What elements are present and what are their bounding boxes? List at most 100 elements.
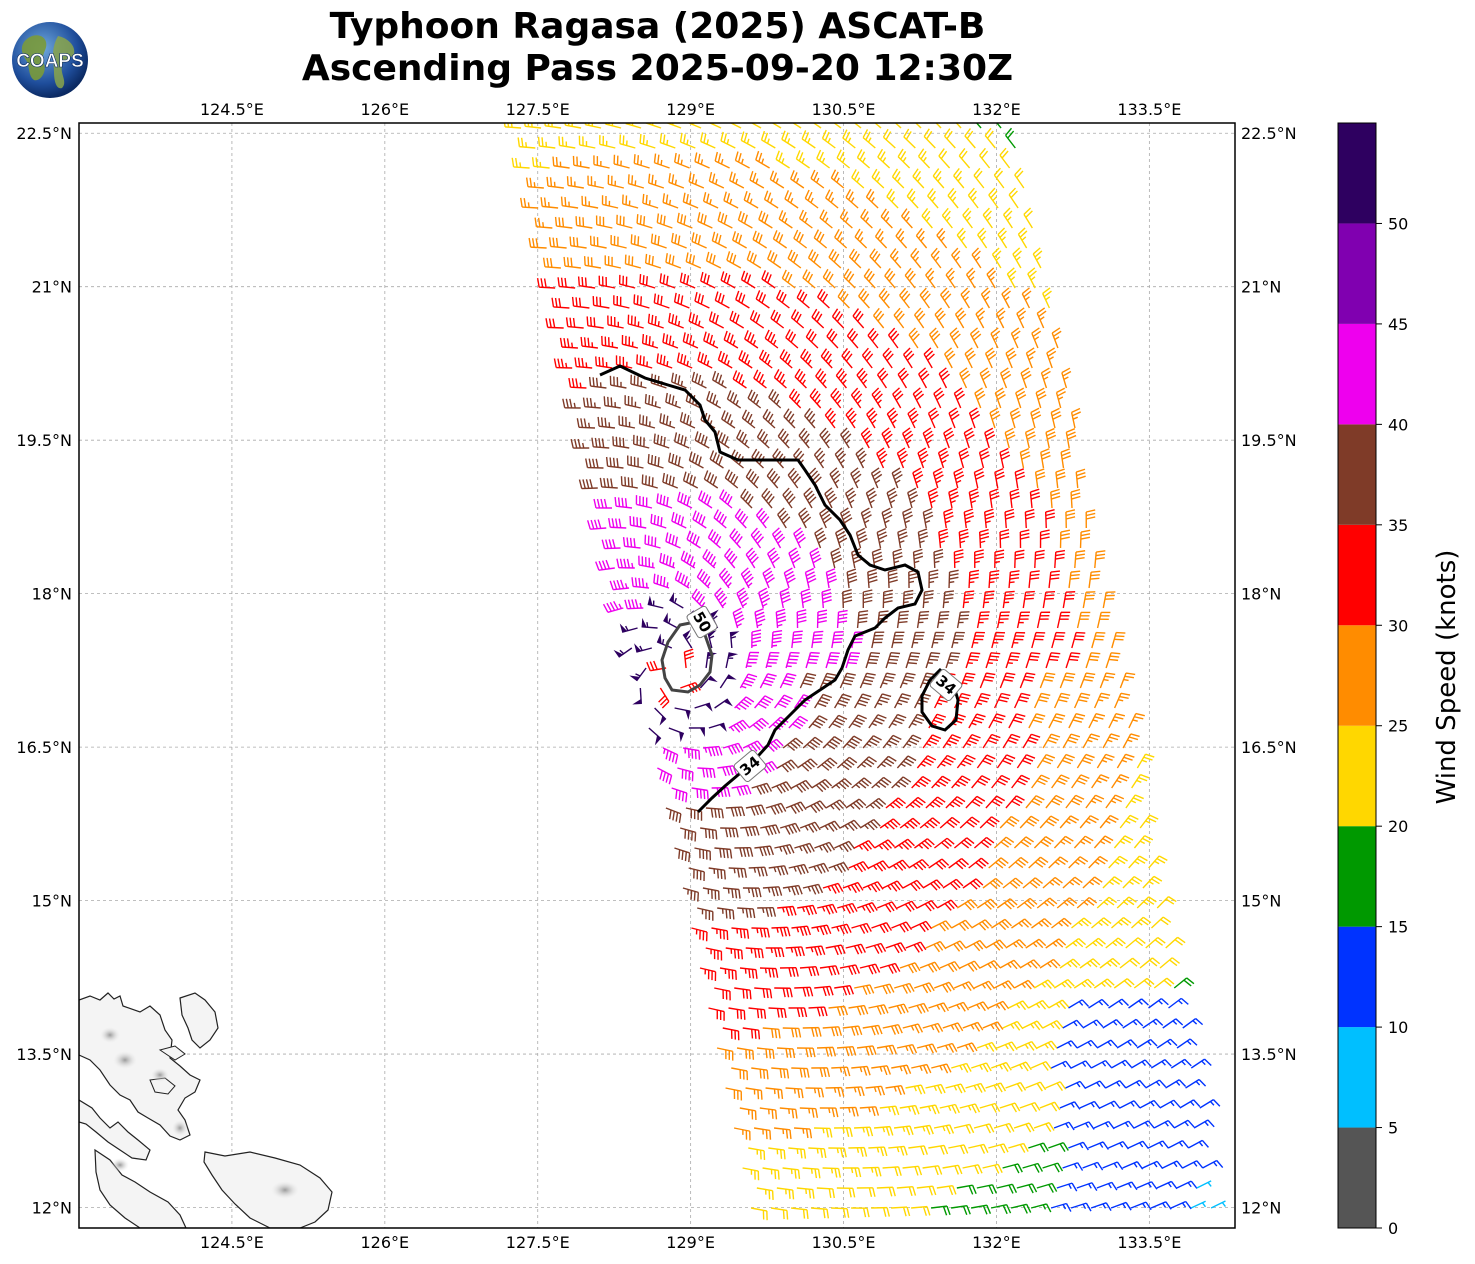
wind-barb-feather <box>872 470 881 478</box>
wind-barb-feather <box>945 350 954 358</box>
wind-barb-feather <box>892 864 898 870</box>
wind-barb-feather <box>820 1007 825 1017</box>
wind-barb <box>814 532 822 549</box>
wind-barb-feather <box>1004 981 1012 990</box>
wind-barb-feather <box>729 334 734 344</box>
wind-barb-feather <box>548 237 552 247</box>
wind-barb-feather <box>768 825 774 835</box>
wind-barb-feather <box>972 196 977 202</box>
wind-barb <box>936 612 941 629</box>
wind-barb-feather <box>701 601 706 607</box>
wind-barb-feather <box>697 293 701 303</box>
wind-barb-feather <box>580 418 584 428</box>
wind-barb-feather <box>840 427 848 436</box>
wind-barb-feather <box>684 655 695 660</box>
wind-barb-feather <box>768 388 774 398</box>
wind-barb-feather <box>1050 733 1061 738</box>
wind-barb-feather <box>535 157 538 167</box>
wind-barb-feather <box>825 675 835 680</box>
wind-barb-feather <box>1069 881 1075 886</box>
wind-barb <box>665 540 681 549</box>
wind-barb-feather <box>600 417 604 427</box>
wind-barb-feather <box>927 353 935 361</box>
wind-barb <box>756 1047 774 1051</box>
wind-barb-feather <box>764 353 770 363</box>
wind-barb-feather <box>1087 978 1095 987</box>
wind-barb-feather <box>715 400 719 406</box>
wind-barb-feather <box>750 806 756 816</box>
wind-barb-feather <box>1063 678 1073 682</box>
wind-barb-feather <box>1080 536 1091 540</box>
wind-barb-feather <box>1004 597 1014 600</box>
wind-barb <box>902 354 913 369</box>
wind-barb-feather <box>952 880 961 889</box>
wind-barb-feather <box>1089 960 1098 968</box>
wind-barb <box>822 1026 839 1029</box>
wind-barb <box>576 224 593 229</box>
wind-barb-feather <box>558 298 562 308</box>
wind-barb-feather <box>1026 899 1035 908</box>
wind-barb <box>993 980 1009 989</box>
wind-barb-feather <box>883 593 893 597</box>
wind-barb <box>798 513 807 529</box>
wind-barb-feather <box>897 713 907 719</box>
wind-barb-feather <box>922 775 932 782</box>
wind-barb <box>859 963 876 969</box>
wind-barb-feather <box>817 453 826 462</box>
wind-barb-feather <box>790 251 796 261</box>
wind-barb-feather <box>763 928 767 938</box>
wind-barb-feather <box>1148 880 1154 885</box>
wind-barb-feather <box>874 963 881 973</box>
wind-barb <box>567 325 584 329</box>
wind-barb-feather <box>776 289 782 299</box>
wind-barb-feather <box>892 333 900 342</box>
wind-barb-feather <box>862 430 871 438</box>
wind-barb <box>1051 632 1057 649</box>
wind-barb-feather <box>871 333 879 342</box>
wind-barb-feather <box>700 132 704 142</box>
wind-barb <box>598 567 615 571</box>
wind-barb-feather <box>713 509 719 519</box>
wind-barb-feather <box>780 1008 784 1018</box>
wind-barb-feather <box>907 838 915 847</box>
wind-barb-feather <box>812 723 821 729</box>
wind-barb-feather <box>842 293 849 302</box>
wind-barb-feather <box>837 534 847 541</box>
wind-barb-feather <box>606 478 610 488</box>
wind-barb-feather <box>697 320 701 326</box>
wind-barb-feather <box>786 493 794 502</box>
wind-barb <box>714 987 731 992</box>
wind-barb <box>779 822 796 829</box>
wind-barb <box>740 825 757 829</box>
wind-barb-feather <box>1045 515 1056 520</box>
wind-barb-feather <box>798 427 806 437</box>
wind-barb <box>943 432 950 449</box>
wind-barb-feather <box>1128 736 1139 741</box>
wind-barb-feather <box>563 256 566 267</box>
wind-barb-feather <box>787 359 792 365</box>
wind-barb-feather <box>674 374 678 384</box>
wind-barb-feather <box>631 599 635 609</box>
wind-barb-feather <box>863 514 872 521</box>
wind-barb-feather <box>787 467 795 476</box>
wind-barb <box>1051 774 1062 789</box>
wind-barb-feather <box>1132 719 1138 722</box>
wind-barb-feather <box>914 962 921 972</box>
wind-barb-feather <box>930 330 939 338</box>
wind-barb <box>1142 1018 1157 1029</box>
wind-barb <box>1128 855 1140 869</box>
wind-barb <box>912 551 916 569</box>
wind-barb-feather <box>816 231 822 241</box>
wind-barb-feather <box>542 222 545 228</box>
wind-barb-feather <box>808 496 817 504</box>
wind-barb-feather <box>1021 774 1031 780</box>
wind-barb-feather <box>851 1026 856 1036</box>
wind-barb-feather <box>583 337 587 347</box>
wind-barb-feather <box>732 312 737 322</box>
wind-barb-feather <box>991 414 1001 421</box>
wind-barb <box>937 452 945 469</box>
wind-barb-feather <box>925 757 934 764</box>
wind-barb-feather <box>787 744 796 752</box>
wind-barb-feather <box>600 498 604 509</box>
wind-barb-feather <box>1095 557 1105 560</box>
